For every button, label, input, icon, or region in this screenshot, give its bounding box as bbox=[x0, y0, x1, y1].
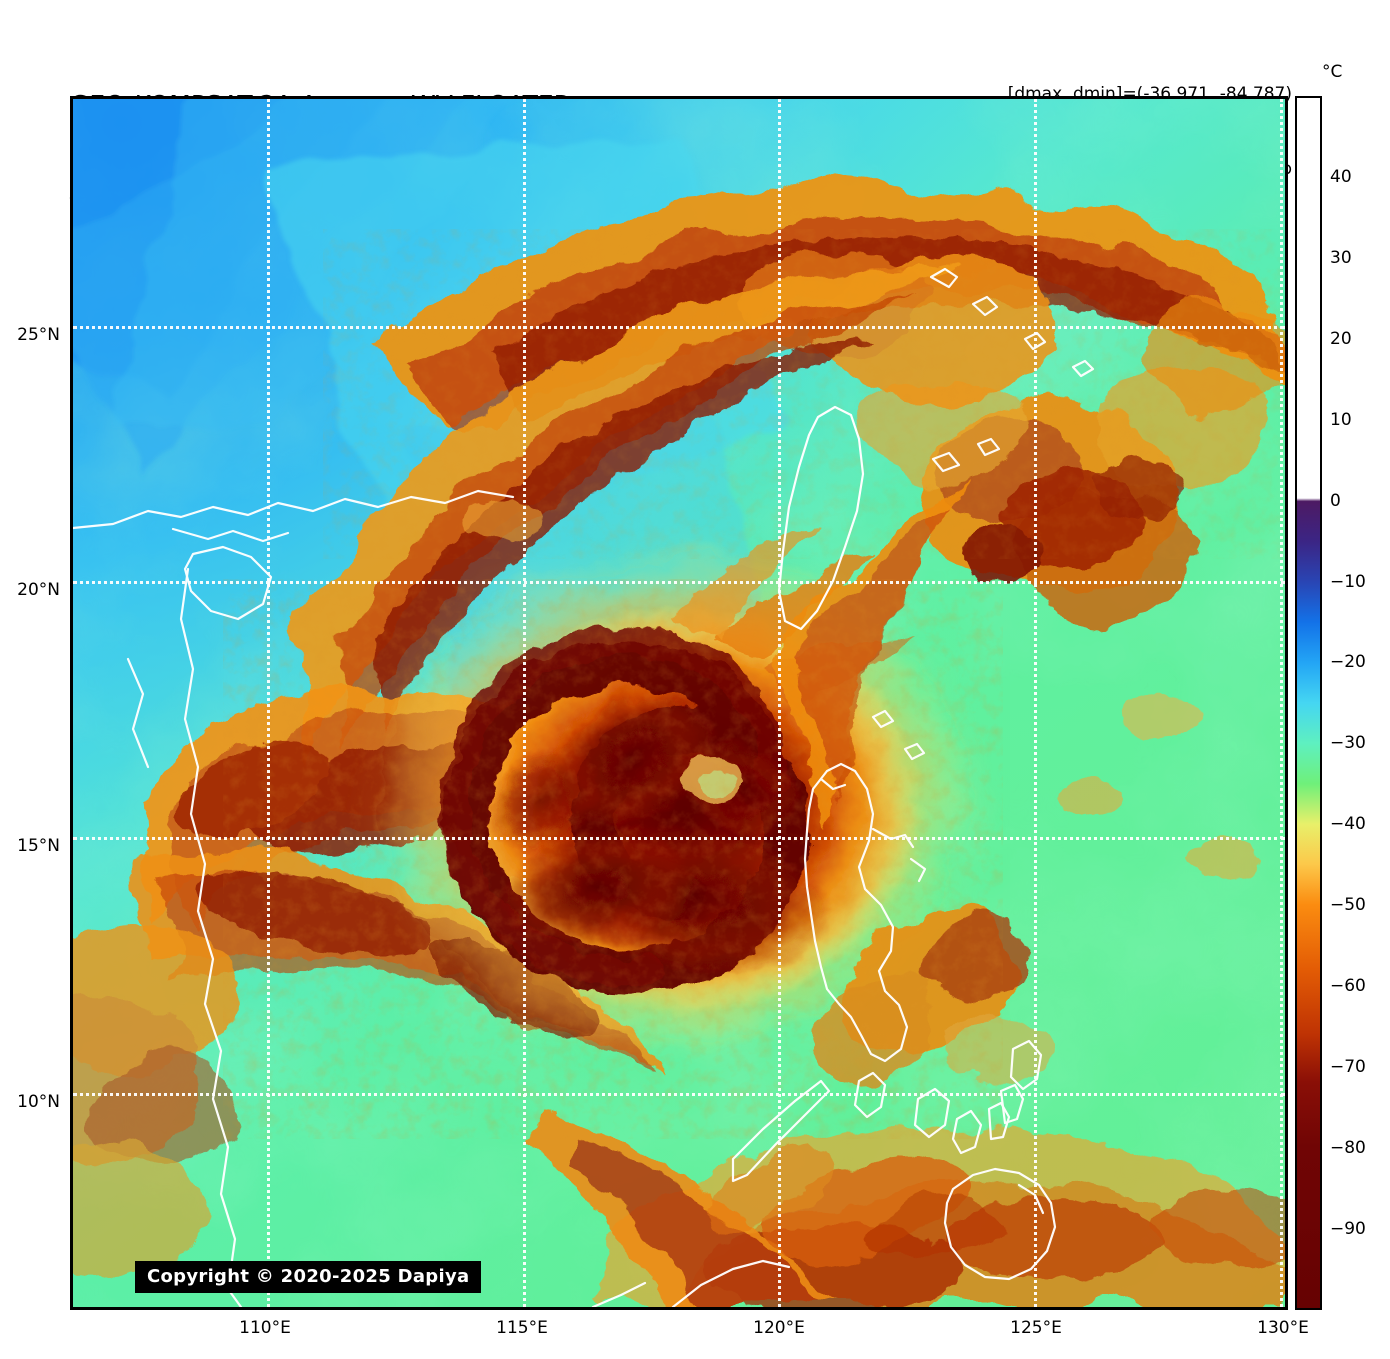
xtick-115: 115°E bbox=[496, 1318, 548, 1338]
ytick-25: 25°N bbox=[17, 325, 60, 345]
gridline-lon-110 bbox=[266, 99, 270, 1307]
xtick-125: 125°E bbox=[1010, 1318, 1062, 1338]
cbtick-30: 30 bbox=[1330, 248, 1352, 268]
colorbar-gradient bbox=[1297, 98, 1320, 1308]
cbtick-m70: −70 bbox=[1330, 1057, 1366, 1077]
cbtick-0: 0 bbox=[1330, 491, 1341, 511]
colorbar-unit-label: °C bbox=[1322, 62, 1343, 82]
ytick-10: 10°N bbox=[17, 1092, 60, 1112]
cbtick-m30: −30 bbox=[1330, 733, 1366, 753]
cbtick-m60: −60 bbox=[1330, 976, 1366, 996]
gridline-lon-125 bbox=[1034, 99, 1038, 1307]
xtick-130: 130°E bbox=[1257, 1318, 1309, 1338]
ytick-15: 15°N bbox=[17, 836, 60, 856]
gridline-lon-130 bbox=[1280, 99, 1284, 1307]
satellite-image-plot[interactable]: Copyright © 2020-2025 Dapiya bbox=[70, 96, 1288, 1310]
cbtick-m10: −10 bbox=[1330, 572, 1366, 592]
cbtick-m20: −20 bbox=[1330, 652, 1366, 672]
ytick-20: 20°N bbox=[17, 580, 60, 600]
xtick-110: 110°E bbox=[239, 1318, 291, 1338]
gridline-lat-25 bbox=[73, 326, 1285, 330]
cbtick-20: 20 bbox=[1330, 329, 1352, 349]
gridline-lat-10 bbox=[73, 1093, 1285, 1097]
cbtick-m80: −80 bbox=[1330, 1138, 1366, 1158]
gridline-lon-120 bbox=[778, 99, 782, 1307]
xtick-120: 120°E bbox=[753, 1318, 805, 1338]
colorbar[interactable] bbox=[1295, 96, 1322, 1310]
cbtick-m50: −50 bbox=[1330, 895, 1366, 915]
gridline-lat-20 bbox=[73, 580, 1285, 584]
copyright-badge: Copyright © 2020-2025 Dapiya bbox=[135, 1261, 482, 1293]
gridline-lon-115 bbox=[522, 99, 526, 1307]
cbtick-10: 10 bbox=[1330, 410, 1352, 430]
satellite-imagery bbox=[73, 99, 1285, 1307]
cbtick-m40: −40 bbox=[1330, 814, 1366, 834]
cbtick-40: 40 bbox=[1330, 167, 1352, 187]
cbtick-m90: −90 bbox=[1330, 1219, 1366, 1239]
plot-inner bbox=[73, 99, 1285, 1307]
gridline-lat-15 bbox=[73, 837, 1285, 841]
